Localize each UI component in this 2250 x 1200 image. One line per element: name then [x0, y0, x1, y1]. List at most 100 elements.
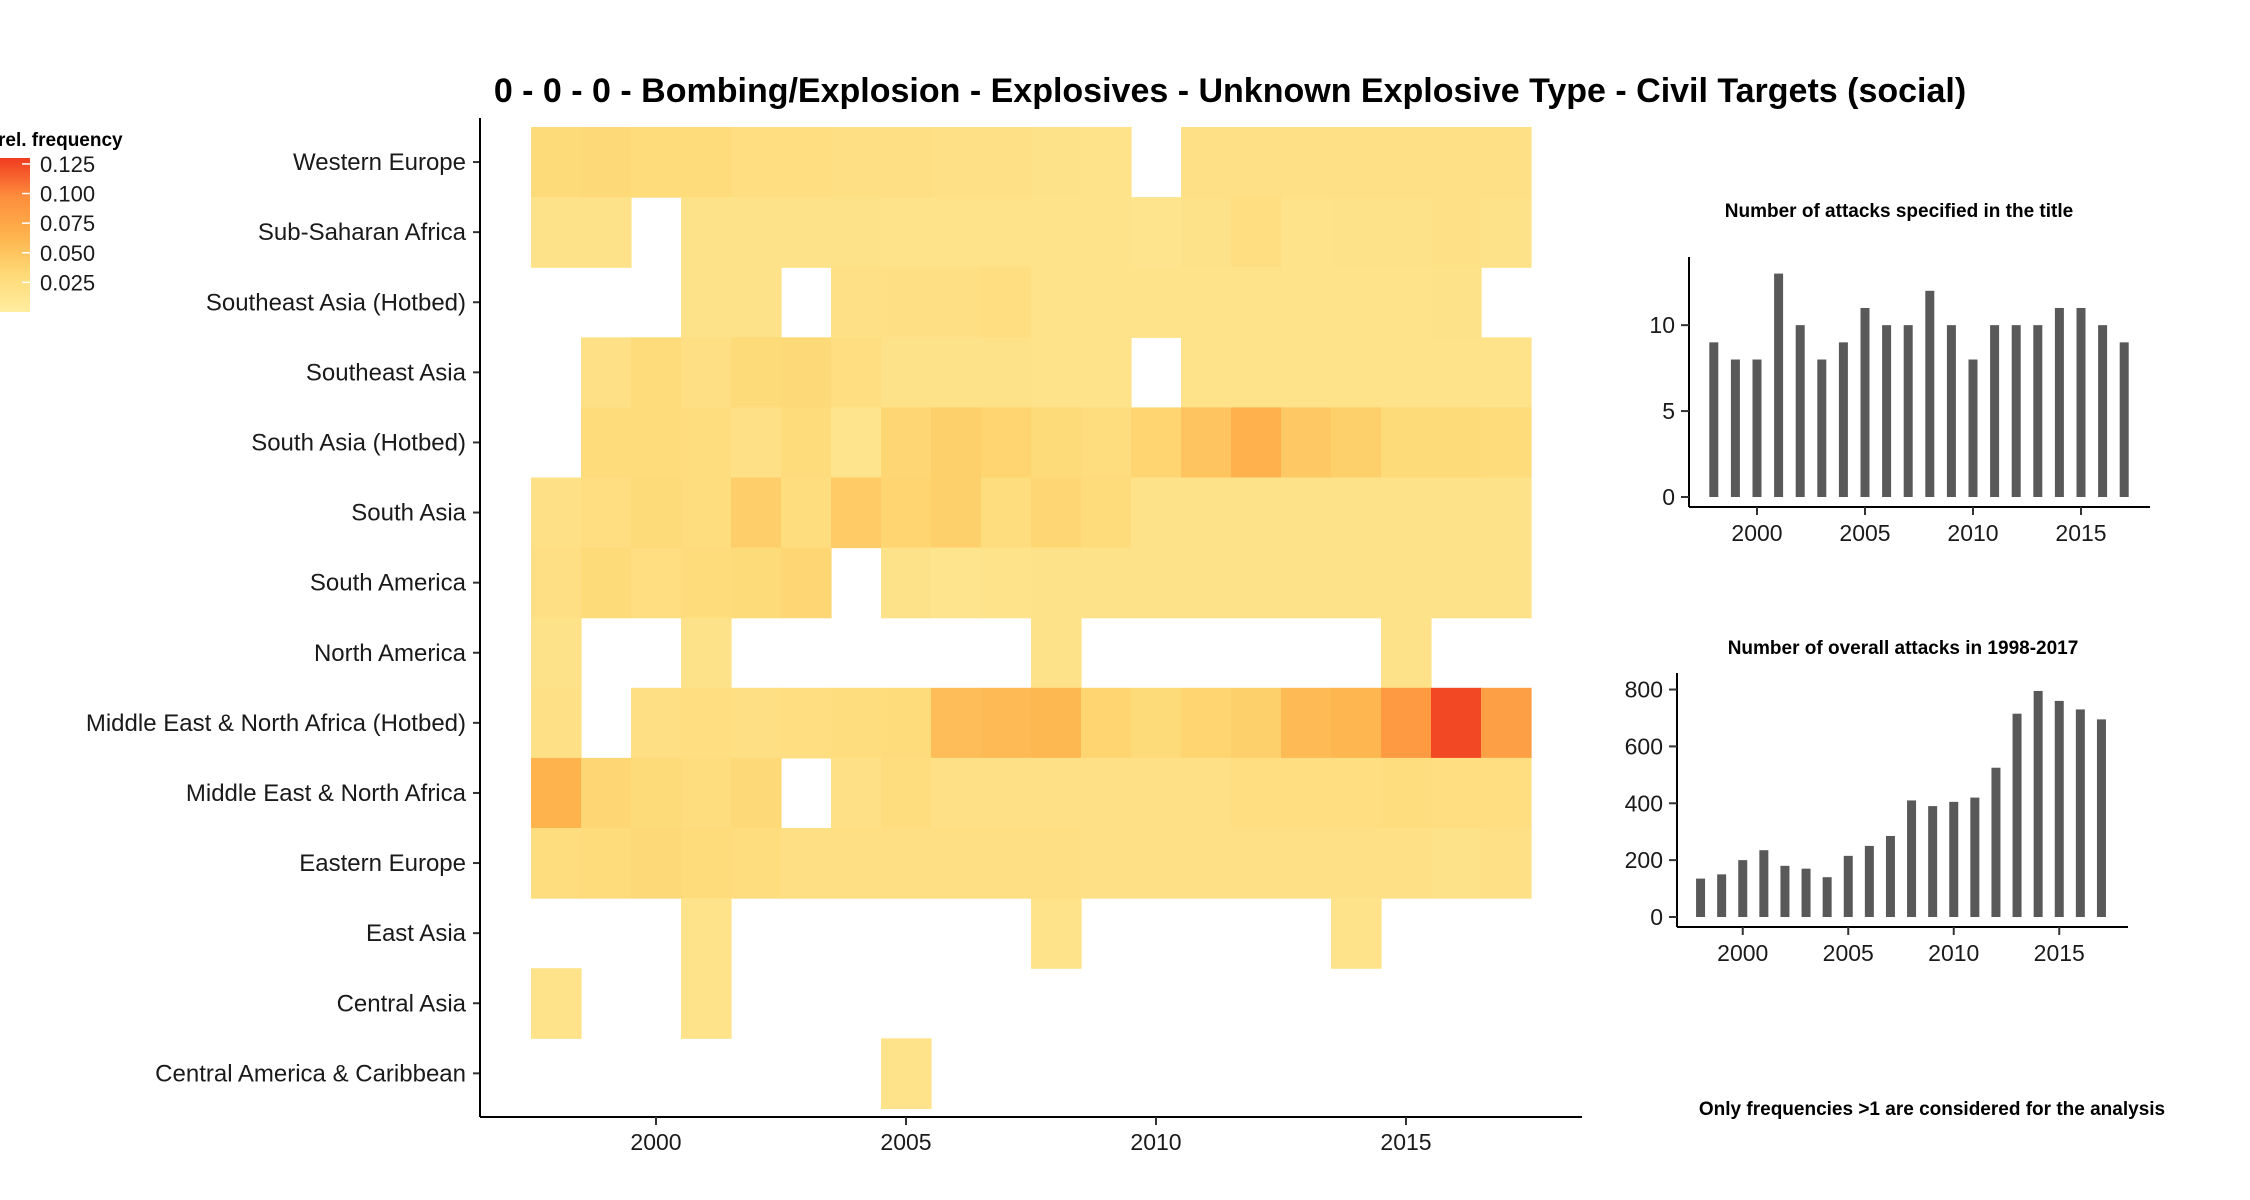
heatmap-cell [1381, 617, 1432, 689]
heatmap-cell [881, 757, 932, 829]
heatmap-cell [581, 477, 632, 549]
heatmap-cell [1431, 757, 1482, 829]
heatmap-cell [1331, 127, 1382, 198]
x-tick-label: 2000 [630, 1129, 681, 1155]
heatmap-cell [1381, 337, 1432, 408]
heatmap-cell [1131, 407, 1182, 479]
heatmap-cell [1131, 477, 1182, 549]
heatmap-cell [931, 828, 982, 899]
heatmap-cell [831, 687, 882, 759]
heatmap-cell [931, 267, 982, 338]
heatmap-cell [981, 757, 1032, 829]
heatmap-cell [981, 267, 1032, 338]
heatmap-cell [831, 828, 882, 899]
heatmap-cell [1431, 547, 1482, 619]
heatmap-cell [1431, 267, 1482, 338]
bar [1709, 342, 1719, 497]
bar [1882, 325, 1892, 497]
heatmap-cell [681, 197, 732, 268]
heatmap-cell [1031, 477, 1082, 549]
color-legend: rel. frequency 0.125 0.100 0.075 0.050 0.025 [0, 130, 123, 312]
bar [1860, 307, 1870, 497]
heatmap-cell [681, 617, 732, 689]
heatmap-cell [731, 337, 782, 408]
heatmap-cell [581, 547, 632, 619]
heatmap-cell [831, 127, 882, 198]
region-label: South America [310, 570, 467, 597]
heatmap-cell [681, 687, 732, 759]
bar [1696, 878, 1706, 917]
legend-color-bar [0, 158, 30, 312]
bar [1817, 359, 1827, 497]
heatmap-cell [781, 127, 832, 198]
bar [1925, 290, 1935, 497]
heatmap-cell [681, 757, 732, 829]
heatmap-cell [1481, 828, 1532, 899]
heatmap-cell [1181, 828, 1232, 899]
bar [1795, 325, 1805, 497]
heatmap-cell [581, 407, 632, 479]
bar [1991, 767, 2001, 917]
heatmap-cell [1381, 757, 1432, 829]
heatmap-cell [831, 477, 882, 549]
heatmap-cell [531, 547, 582, 619]
heatmap-cell [1181, 337, 1232, 408]
heatmap-cell [831, 757, 882, 829]
heatmap-cell [1031, 757, 1082, 829]
bar [1759, 850, 1769, 917]
heatmap-x-axis: 2000 2005 2010 2015 [479, 118, 1582, 1155]
bar [1730, 359, 1740, 497]
heatmap-cell [1381, 828, 1432, 899]
heatmap-cell [731, 267, 782, 338]
heatmap-cell [631, 127, 682, 198]
heatmap-cell [681, 127, 732, 198]
heatmap-cell [1281, 757, 1332, 829]
heatmap-cell [1381, 477, 1432, 549]
heatmap-cell [531, 757, 582, 829]
heatmap-cell [581, 757, 632, 829]
heatmap-cell [1081, 267, 1132, 338]
heatmap-cell [781, 477, 832, 549]
heatmap-cell [1481, 197, 1532, 268]
heatmap-cell [1281, 127, 1332, 198]
bar [1838, 342, 1848, 497]
heatmap-cell [881, 687, 932, 759]
heatmap-cell [781, 197, 832, 268]
heatmap-cell [531, 197, 582, 268]
bar [1780, 865, 1790, 917]
heatmap-cell [631, 757, 682, 829]
heatmap-cell [681, 337, 732, 408]
heatmap-cell [981, 197, 1032, 268]
heatmap-cell [731, 477, 782, 549]
bar [1885, 835, 1895, 917]
heatmap-cell [1081, 687, 1132, 759]
bar [1907, 800, 1917, 917]
y-tick-label: 0 [1662, 484, 1675, 510]
heatmap-cell [681, 267, 732, 338]
heatmap-region-labels: Western Europe Sub-Saharan Africa Southeas… [86, 149, 480, 1087]
bar [1968, 359, 1978, 497]
heatmap-cell [631, 477, 682, 549]
heatmap-cell [1081, 127, 1132, 198]
heatmap-cell [1231, 407, 1282, 479]
x-tick-label: 2010 [1130, 1129, 1181, 1155]
heatmap-cell [931, 477, 982, 549]
heatmap-cell [1331, 828, 1382, 899]
bar [2119, 342, 2129, 497]
heatmap-cell [831, 267, 882, 338]
region-label: East Asia [366, 920, 467, 947]
heatmap-cell [1131, 828, 1182, 899]
heatmap-cell [931, 407, 982, 479]
heatmap-cell [1331, 337, 1382, 408]
bar [1717, 874, 1727, 917]
heatmap-cell [1231, 547, 1282, 619]
heatmap-cell [1081, 547, 1132, 619]
heatmap-cell [1331, 407, 1382, 479]
heatmap-cell [981, 127, 1032, 198]
heatmap-cell [531, 477, 582, 549]
heatmap-cell [631, 547, 682, 619]
region-label: South Asia (Hotbed) [251, 429, 466, 456]
heatmap-cell [1231, 127, 1282, 198]
heatmap-cell [1231, 687, 1282, 759]
heatmap-cell [931, 547, 982, 619]
